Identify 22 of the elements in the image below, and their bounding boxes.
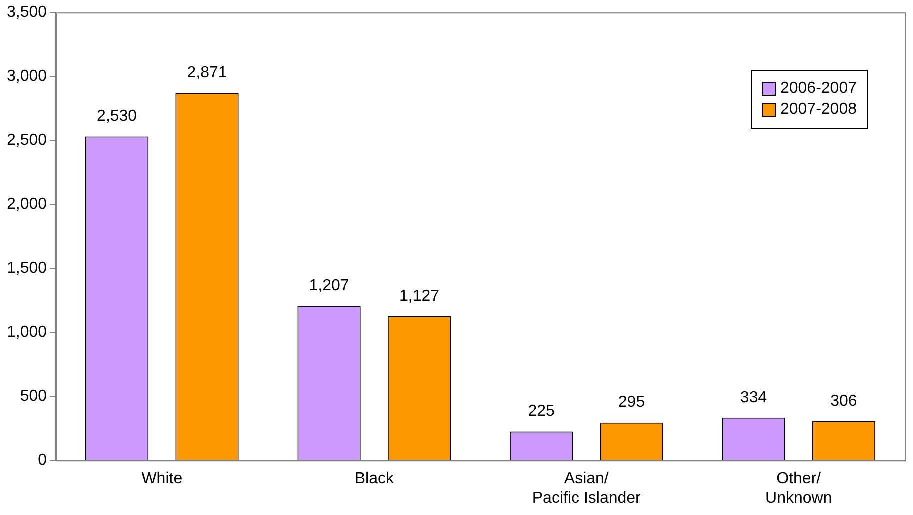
y-tick-label: 3,000	[6, 68, 48, 86]
y-tick-label: 1,000	[6, 324, 48, 342]
data-label: 295	[618, 394, 646, 412]
y-tick-label: 2,500	[6, 132, 48, 150]
y-tick-label: 2,000	[6, 196, 48, 214]
data-label: 2,530	[97, 108, 138, 126]
y-tick-label: 500	[20, 388, 48, 406]
legend-label: 2007-2008	[780, 101, 857, 119]
x-tick-label: Other/Unknown	[766, 470, 832, 507]
data-label: 2,871	[187, 64, 228, 82]
data-label: 225	[528, 403, 555, 420]
x-tick-label: Black	[354, 470, 395, 488]
x-tick-label: White	[142, 470, 183, 488]
y-tick-label: 0	[38, 452, 48, 470]
legend-label: 2006-2007	[780, 80, 857, 98]
y-tick-label: 1,500	[6, 260, 48, 278]
data-label: 1,207	[309, 278, 350, 295]
data-label: 334	[740, 389, 768, 406]
y-tick-label: 3,500	[6, 4, 48, 22]
x-tick-label: Asian/Pacific Islander	[532, 470, 642, 507]
data-label: 306	[830, 392, 858, 410]
data-label: 1,127	[399, 288, 440, 305]
